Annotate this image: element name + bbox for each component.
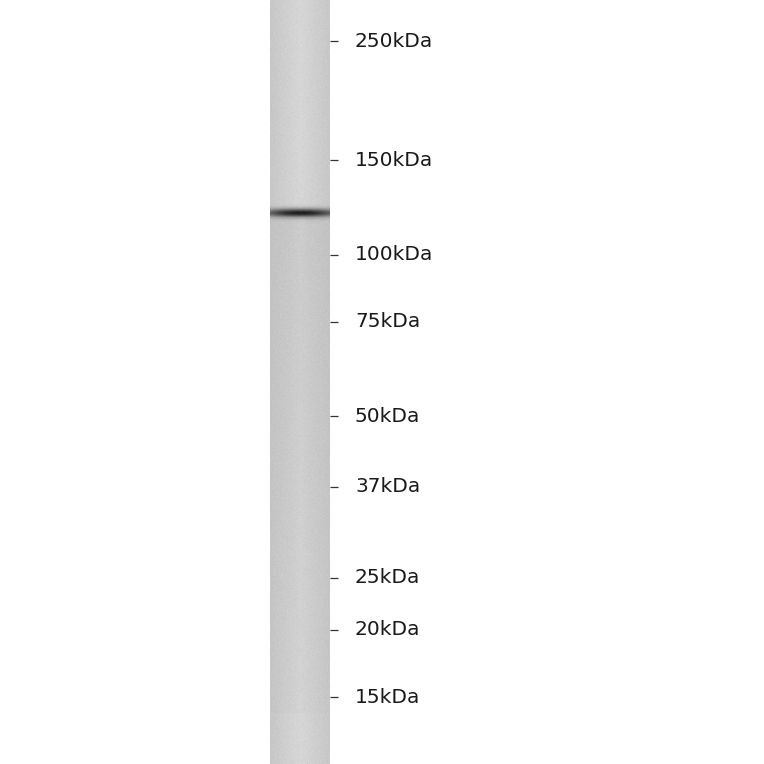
Text: 25kDa: 25kDa	[355, 568, 420, 588]
Text: 150kDa: 150kDa	[355, 151, 433, 170]
Text: 250kDa: 250kDa	[355, 32, 433, 51]
Text: 100kDa: 100kDa	[355, 245, 433, 264]
Text: 15kDa: 15kDa	[355, 688, 420, 707]
Text: 50kDa: 50kDa	[355, 407, 420, 426]
Text: 37kDa: 37kDa	[355, 477, 420, 496]
Text: 75kDa: 75kDa	[355, 312, 420, 332]
Text: 20kDa: 20kDa	[355, 620, 420, 639]
